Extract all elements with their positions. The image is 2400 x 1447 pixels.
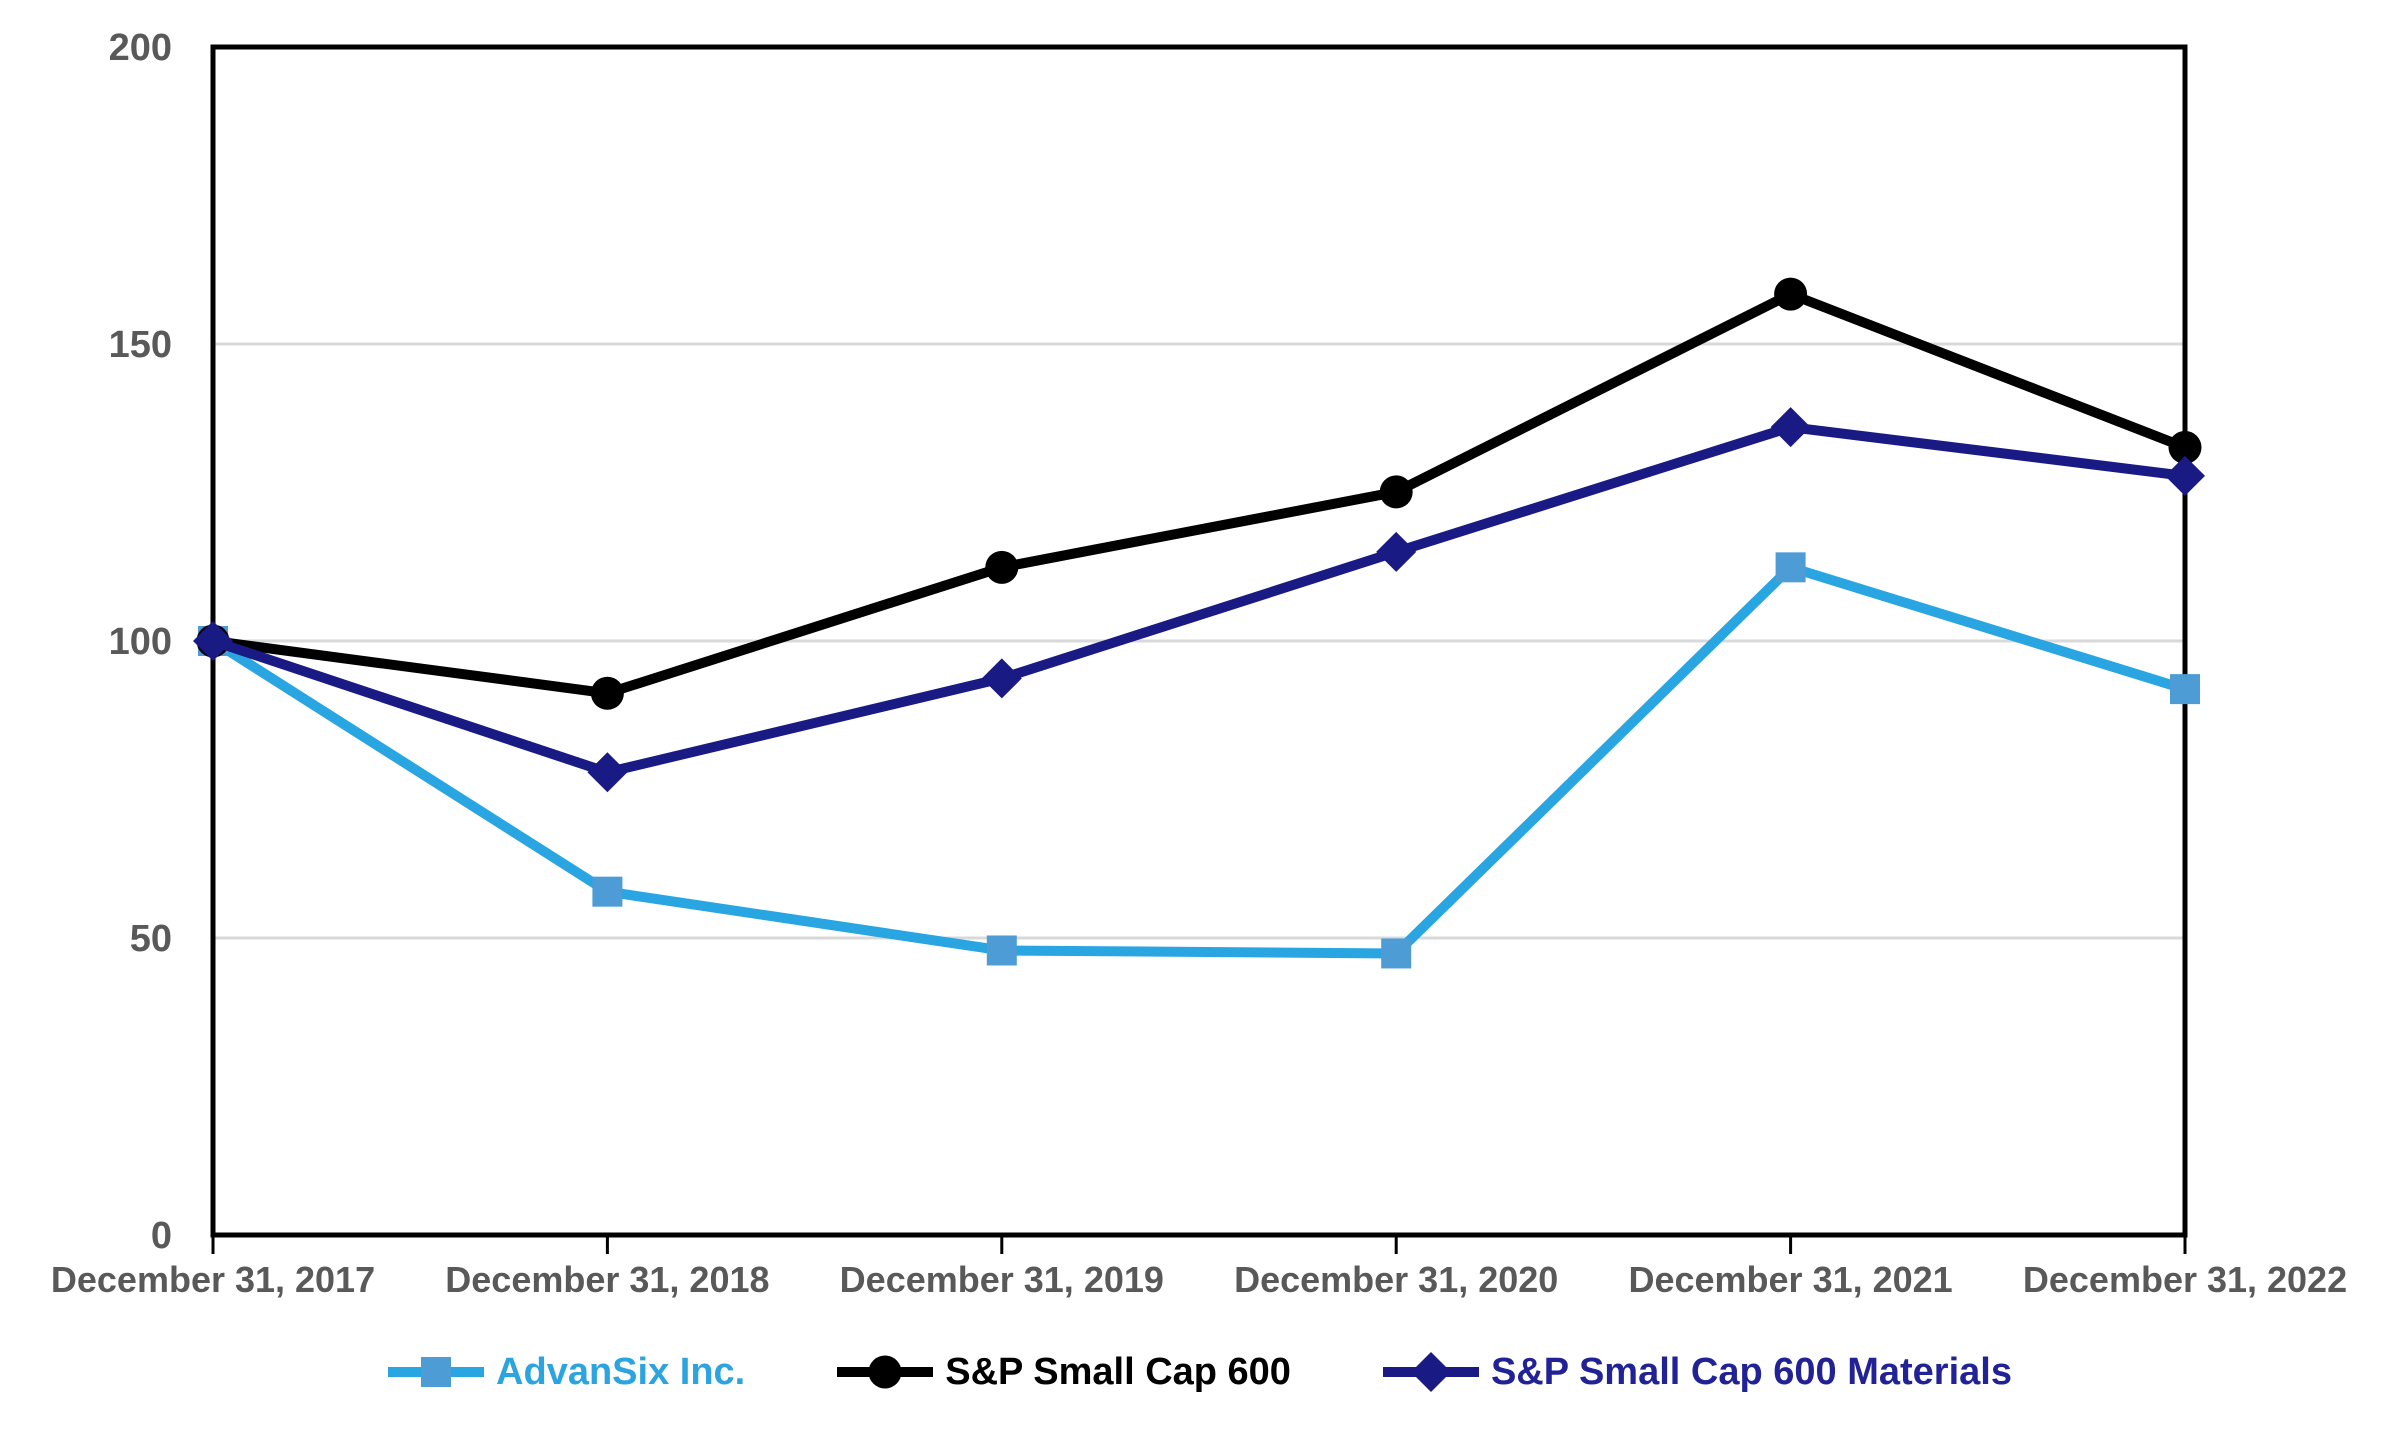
- y-axis-tick-label: 200: [109, 27, 172, 69]
- y-axis-tick-label: 50: [130, 918, 172, 960]
- marker-sandp-small-cap-600-point-1: [590, 676, 624, 710]
- advansix-inc-legend-square-icon: [388, 1357, 485, 1387]
- x-axis-category-label: December 31, 2018: [445, 1259, 769, 1300]
- legend-marker-square-icon: [421, 1357, 452, 1387]
- y-axis-tick-label: 0: [151, 1215, 172, 1257]
- marker-sandp-small-cap-600-point-3: [1379, 475, 1413, 509]
- legend-item-sandp-small-cap-600-materials: S&P Small Cap 600 Materials: [1382, 1348, 2012, 1396]
- legend-marker-diamond-icon: [1410, 1352, 1451, 1392]
- sandp-small-cap-600-legend-circle-icon: [837, 1355, 934, 1389]
- legend-item-advansix-inc: AdvanSix Inc.: [388, 1348, 745, 1396]
- marker-sandp-small-cap-600-materials-point-4: [1770, 407, 1811, 448]
- series-line-sandp-small-cap-600-materials: [211, 422, 2186, 778]
- series-line-advansix-inc: [210, 562, 2187, 959]
- legend-item-sandp-small-cap-600: S&P Small Cap 600: [837, 1348, 1291, 1396]
- marker-advansix-inc-point-1: [592, 876, 623, 907]
- chart-legend: AdvanSix Inc. S&P Small Cap 600 S&P Small …: [0, 1348, 2400, 1396]
- y-axis-tick-label: 150: [109, 324, 172, 366]
- marker-advansix-inc-point-2: [986, 935, 1017, 966]
- legend-label: AdvanSix Inc.: [496, 1350, 746, 1393]
- marker-advansix-inc-point-5: [2170, 674, 2200, 705]
- marker-sandp-small-cap-600-materials-point-1: [587, 752, 628, 793]
- series-sandp-small-cap-600-materials: [193, 407, 2205, 793]
- marker-advansix-inc-point-3: [1381, 938, 1412, 969]
- x-axis-category-label: December 31, 2017: [51, 1259, 375, 1300]
- series-line-sandp-small-cap-600: [212, 289, 2187, 699]
- x-axis-category-label: December 31, 2019: [840, 1259, 1164, 1300]
- marker-sandp-small-cap-600-point-2: [985, 550, 1019, 584]
- y-axis-tick-label: 100: [109, 621, 172, 663]
- marker-sandp-small-cap-600-materials-point-3: [1376, 531, 1417, 572]
- sandp-small-cap-600-materials-legend-diamond-icon: [1382, 1352, 1479, 1392]
- legend-marker-circle-icon: [868, 1355, 902, 1389]
- x-axis-category-label: December 31, 2022: [2023, 1259, 2347, 1300]
- x-axis-category-label: December 31, 2021: [1628, 1259, 1952, 1300]
- marker-sandp-small-cap-600-point-4: [1774, 277, 1808, 311]
- x-axis-category-label: December 31, 2020: [1234, 1259, 1558, 1300]
- legend-label: S&P Small Cap 600: [945, 1350, 1291, 1393]
- marker-sandp-small-cap-600-materials-point-5: [2165, 455, 2205, 496]
- marker-sandp-small-cap-600-materials-point-2: [981, 658, 1022, 699]
- marker-advansix-inc-point-4: [1775, 552, 1806, 583]
- marker-sandp-small-cap-600-point-5: [2168, 430, 2202, 464]
- legend-label: S&P Small Cap 600 Materials: [1490, 1350, 2012, 1393]
- marker-sandp-small-cap-600-materials-point-0: [193, 621, 233, 661]
